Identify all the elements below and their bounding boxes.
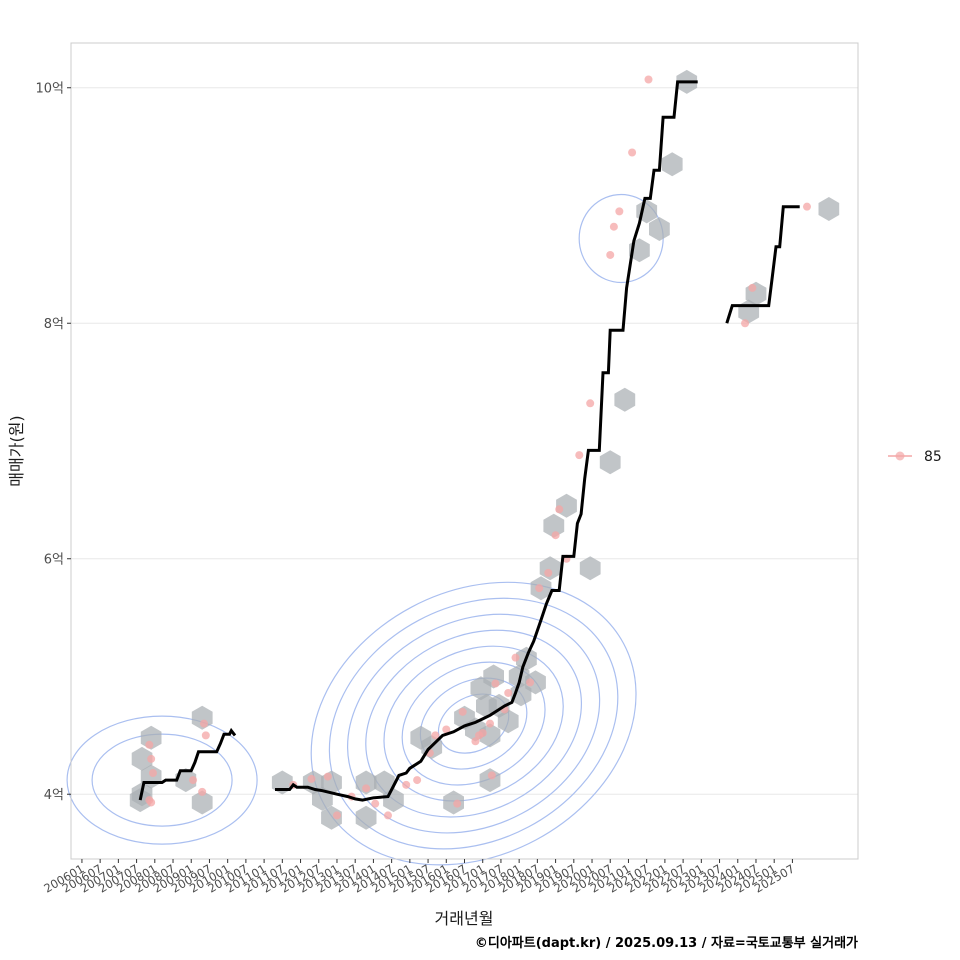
hexbin-1 <box>131 746 153 771</box>
hexbin-39 <box>614 387 636 412</box>
price-trend-segment-1 <box>138 727 237 801</box>
data-point-11 <box>323 772 332 781</box>
data-point-39 <box>575 451 584 460</box>
data-point-24 <box>471 737 480 746</box>
data-point-41 <box>606 250 615 259</box>
data-point-5 <box>189 776 198 785</box>
data-point-31 <box>504 688 513 697</box>
contour-1-2 <box>66 715 258 845</box>
data-point-36 <box>551 531 560 540</box>
data-point-0 <box>145 740 154 749</box>
x-axis: 2006012006072007012007072008012008072009… <box>41 859 797 896</box>
data-point-28 <box>487 771 496 780</box>
data-point-14 <box>362 784 371 793</box>
data-point-37 <box>555 505 564 514</box>
hexbin-43 <box>661 152 683 177</box>
y-tick-label-2: 8억 <box>44 317 64 332</box>
hexbin-7 <box>191 790 213 815</box>
data-point-32 <box>511 653 520 662</box>
hexbin-26 <box>479 723 501 748</box>
data-point-45 <box>644 75 653 84</box>
point-layer <box>145 75 811 820</box>
data-point-35 <box>544 568 553 577</box>
hexbin-13 <box>355 770 377 795</box>
y-axis-title: 매매가(원) <box>7 415 26 486</box>
trend-lines <box>138 80 800 802</box>
plot-background <box>71 43 858 859</box>
data-point-20 <box>431 731 440 740</box>
hexbin-35 <box>543 513 565 538</box>
data-point-46 <box>741 319 750 328</box>
data-point-18 <box>413 776 422 785</box>
data-point-6 <box>199 719 208 728</box>
data-point-42 <box>615 207 624 216</box>
hexbin-47 <box>818 197 840 221</box>
legend: 85 <box>888 449 942 465</box>
grid <box>71 87 858 795</box>
x-axis-title: 거래년월 <box>435 909 494 928</box>
hexbin-15 <box>374 770 395 795</box>
data-point-23 <box>458 707 467 716</box>
data-point-27 <box>486 719 495 728</box>
data-point-2 <box>148 769 157 778</box>
price-trend-segment-3 <box>725 205 800 324</box>
hexbin-14 <box>355 805 377 830</box>
data-point-40 <box>586 399 595 408</box>
data-point-34 <box>535 584 544 593</box>
hexbin-32 <box>525 670 546 695</box>
hexbin-42 <box>649 217 670 241</box>
data-point-33 <box>526 678 535 687</box>
hexbin-28 <box>497 709 519 734</box>
data-point-48 <box>802 202 811 211</box>
contour-1-1 <box>91 733 233 827</box>
data-point-44 <box>628 148 637 157</box>
contour-0-4 <box>383 645 564 802</box>
y-tick-label-3: 10억 <box>35 82 64 97</box>
hexbin-38 <box>599 450 621 475</box>
data-point-10 <box>307 774 316 783</box>
data-point-22 <box>453 799 462 808</box>
y-tick-label-0: 4억 <box>44 788 64 803</box>
data-point-15 <box>371 799 380 808</box>
legend-label: 85 <box>924 449 942 465</box>
y-tick-label-1: 6억 <box>44 553 64 568</box>
data-point-12 <box>332 811 341 820</box>
data-point-43 <box>609 222 618 231</box>
data-point-21 <box>442 725 451 734</box>
data-point-47 <box>748 283 757 292</box>
legend-key-point <box>895 451 905 461</box>
data-point-7 <box>201 731 210 740</box>
data-point-1 <box>147 754 156 763</box>
data-point-16 <box>383 811 392 820</box>
data-point-26 <box>478 729 487 738</box>
y-axis: 4억 6억 8억 10억 <box>35 82 71 803</box>
data-point-29 <box>491 679 500 688</box>
data-point-17 <box>402 780 411 789</box>
data-point-8 <box>198 787 207 796</box>
source-caption: ©디아파트(dapt.kr) / 2025.09.13 / 자료=국토교통부 실… <box>475 935 858 951</box>
hexbin-37 <box>579 556 601 581</box>
price-trend-segment-2 <box>275 80 698 802</box>
data-point-4 <box>147 798 156 807</box>
